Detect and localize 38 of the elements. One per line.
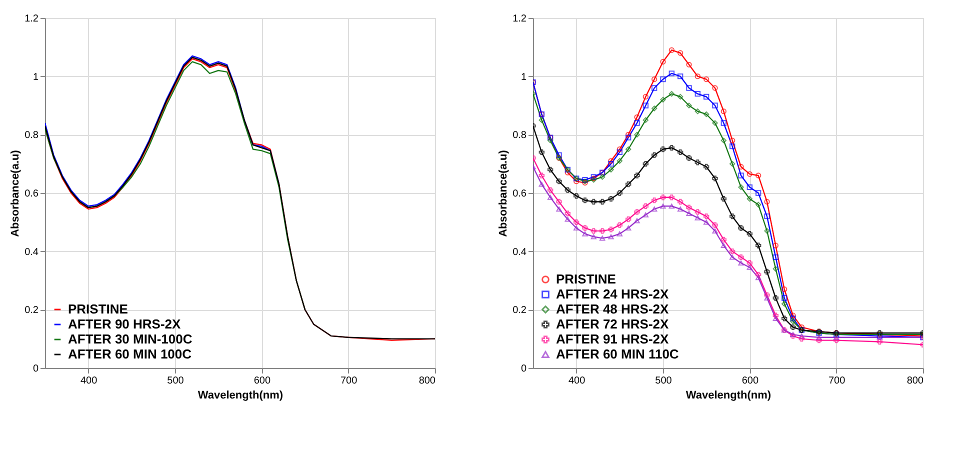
y-tick-label: 1 bbox=[520, 72, 527, 83]
legend-label: PRISTINE bbox=[556, 272, 616, 286]
legend-label: AFTER 90 HRS-2X bbox=[68, 316, 182, 332]
y-tick-label: 1.2 bbox=[24, 14, 39, 24]
y-axis-title: Absorbance(a.u) bbox=[10, 150, 22, 237]
y-tick-label: 0.4 bbox=[512, 246, 527, 258]
legend-label: PRISTINE bbox=[68, 302, 128, 316]
y-tick-label: 0 bbox=[520, 364, 527, 374]
x-tick-label: 500 bbox=[167, 376, 184, 386]
legend-label: AFTER 60 MIN 110C bbox=[556, 346, 680, 362]
x-tick-label: 700 bbox=[340, 376, 358, 386]
y-tick-label: 1 bbox=[32, 72, 39, 83]
legend-label: AFTER 30 MIN-100C bbox=[68, 332, 193, 346]
y-tick-label: 0.4 bbox=[24, 246, 39, 258]
x-tick-label: 800 bbox=[418, 376, 436, 386]
x-tick-label: 500 bbox=[655, 376, 672, 386]
x-tick-label: 600 bbox=[254, 376, 271, 386]
y-tick-label: 1.2 bbox=[512, 14, 527, 24]
legend-label: AFTER 24 HRS-2X bbox=[556, 286, 670, 302]
x-tick-label: 800 bbox=[906, 376, 924, 386]
x-axis-title: Wavelength(nm) bbox=[198, 390, 284, 402]
legend-label: AFTER 60 MIN 100C bbox=[68, 346, 192, 362]
y-tick-label: 0.6 bbox=[24, 188, 39, 200]
y-tick-label: 0.6 bbox=[512, 188, 527, 200]
y-axis-title: Absorbance(a.u) bbox=[498, 150, 510, 237]
y-tick-label: 0.2 bbox=[24, 305, 39, 316]
y-tick-label: 0.8 bbox=[512, 130, 527, 142]
y-tick-label: 0.2 bbox=[512, 305, 527, 316]
y-tick-label: 0 bbox=[32, 364, 39, 374]
x-axis-title: Wavelength(nm) bbox=[686, 390, 772, 402]
x-tick-label: 700 bbox=[828, 376, 846, 386]
x-tick-label: 400 bbox=[568, 376, 586, 386]
y-tick-label: 0.8 bbox=[24, 130, 39, 142]
x-tick-label: 600 bbox=[742, 376, 759, 386]
legend-label: AFTER 48 HRS-2X bbox=[556, 302, 670, 316]
x-tick-label: 400 bbox=[80, 376, 98, 386]
legend-label: AFTER 72 HRS-2X bbox=[556, 316, 670, 332]
legend-label: AFTER 91 HRS-2X bbox=[556, 332, 670, 346]
